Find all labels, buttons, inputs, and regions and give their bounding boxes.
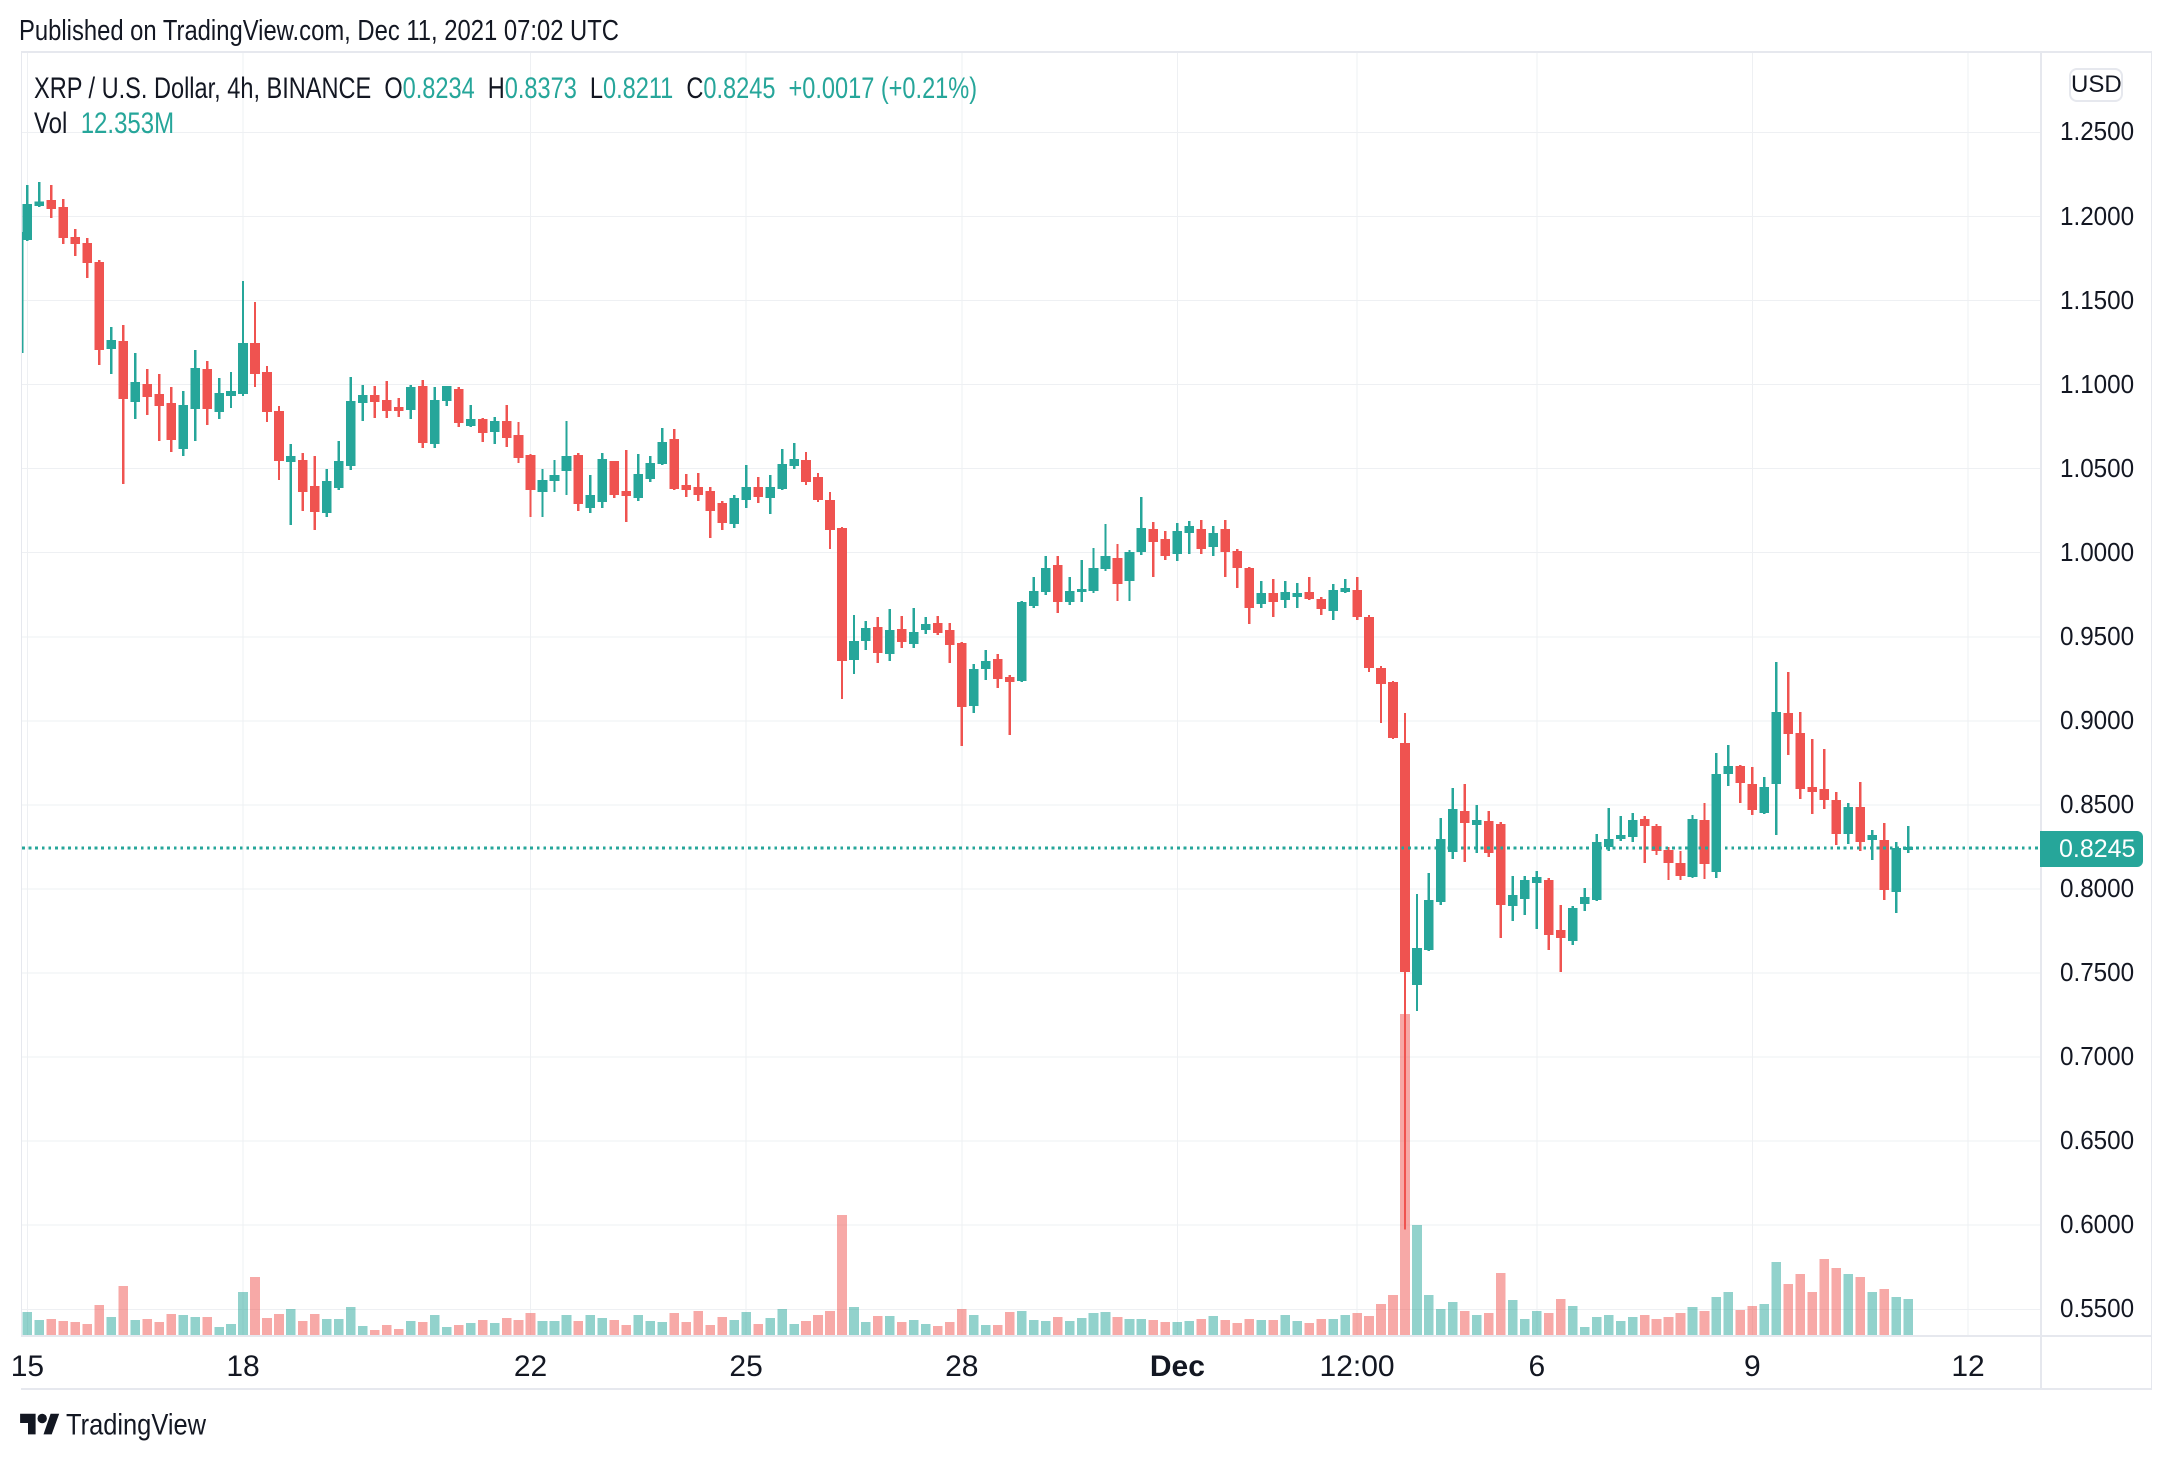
- svg-text:TradingView: TradingView: [66, 1409, 206, 1442]
